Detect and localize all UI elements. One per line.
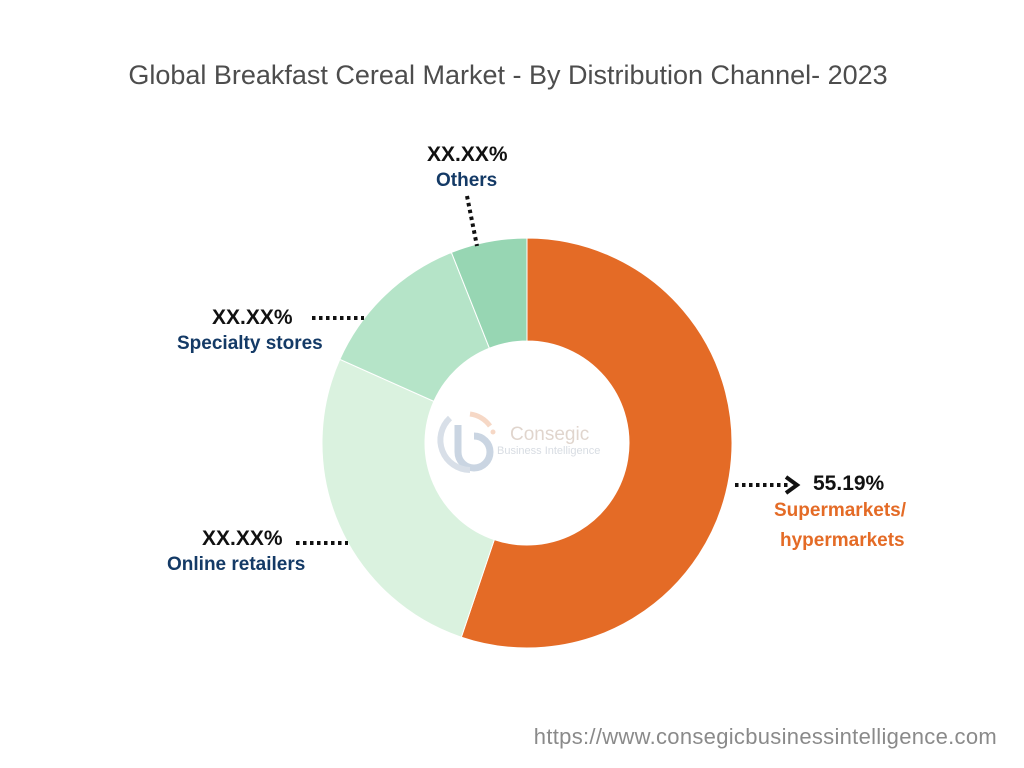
watermark-logo: Consegic Business Intelligence xyxy=(437,411,600,473)
leader-lines xyxy=(296,195,790,545)
leader-line-others xyxy=(465,195,479,247)
svg-text:Consegic: Consegic xyxy=(510,424,589,445)
label-supermarkets-line1: Supermarkets/ xyxy=(774,500,907,521)
label-supermarkets-value: 55.19% xyxy=(813,472,885,495)
slice-others xyxy=(450,237,528,349)
slice-online-retailers xyxy=(321,358,495,638)
label-others-name: Others xyxy=(436,170,498,191)
label-online-value: XX.XX% xyxy=(202,527,283,550)
footer-url: https://www.consegicbusinessintelligence… xyxy=(533,724,997,749)
svg-text:Business Intelligence: Business Intelligence xyxy=(497,445,600,457)
label-specialty-name: Specialty stores xyxy=(177,333,323,354)
slice-supermarkets-hypermarkets xyxy=(460,237,733,649)
label-specialty-value: XX.XX% xyxy=(212,306,293,329)
label-online-name: Online retailers xyxy=(167,554,306,575)
label-others-value: XX.XX% xyxy=(427,143,508,166)
chart-title: Global Breakfast Cereal Market - By Dist… xyxy=(128,60,888,90)
arrow-head-icon xyxy=(784,475,801,495)
label-supermarkets-line2: hypermarkets xyxy=(780,530,905,551)
